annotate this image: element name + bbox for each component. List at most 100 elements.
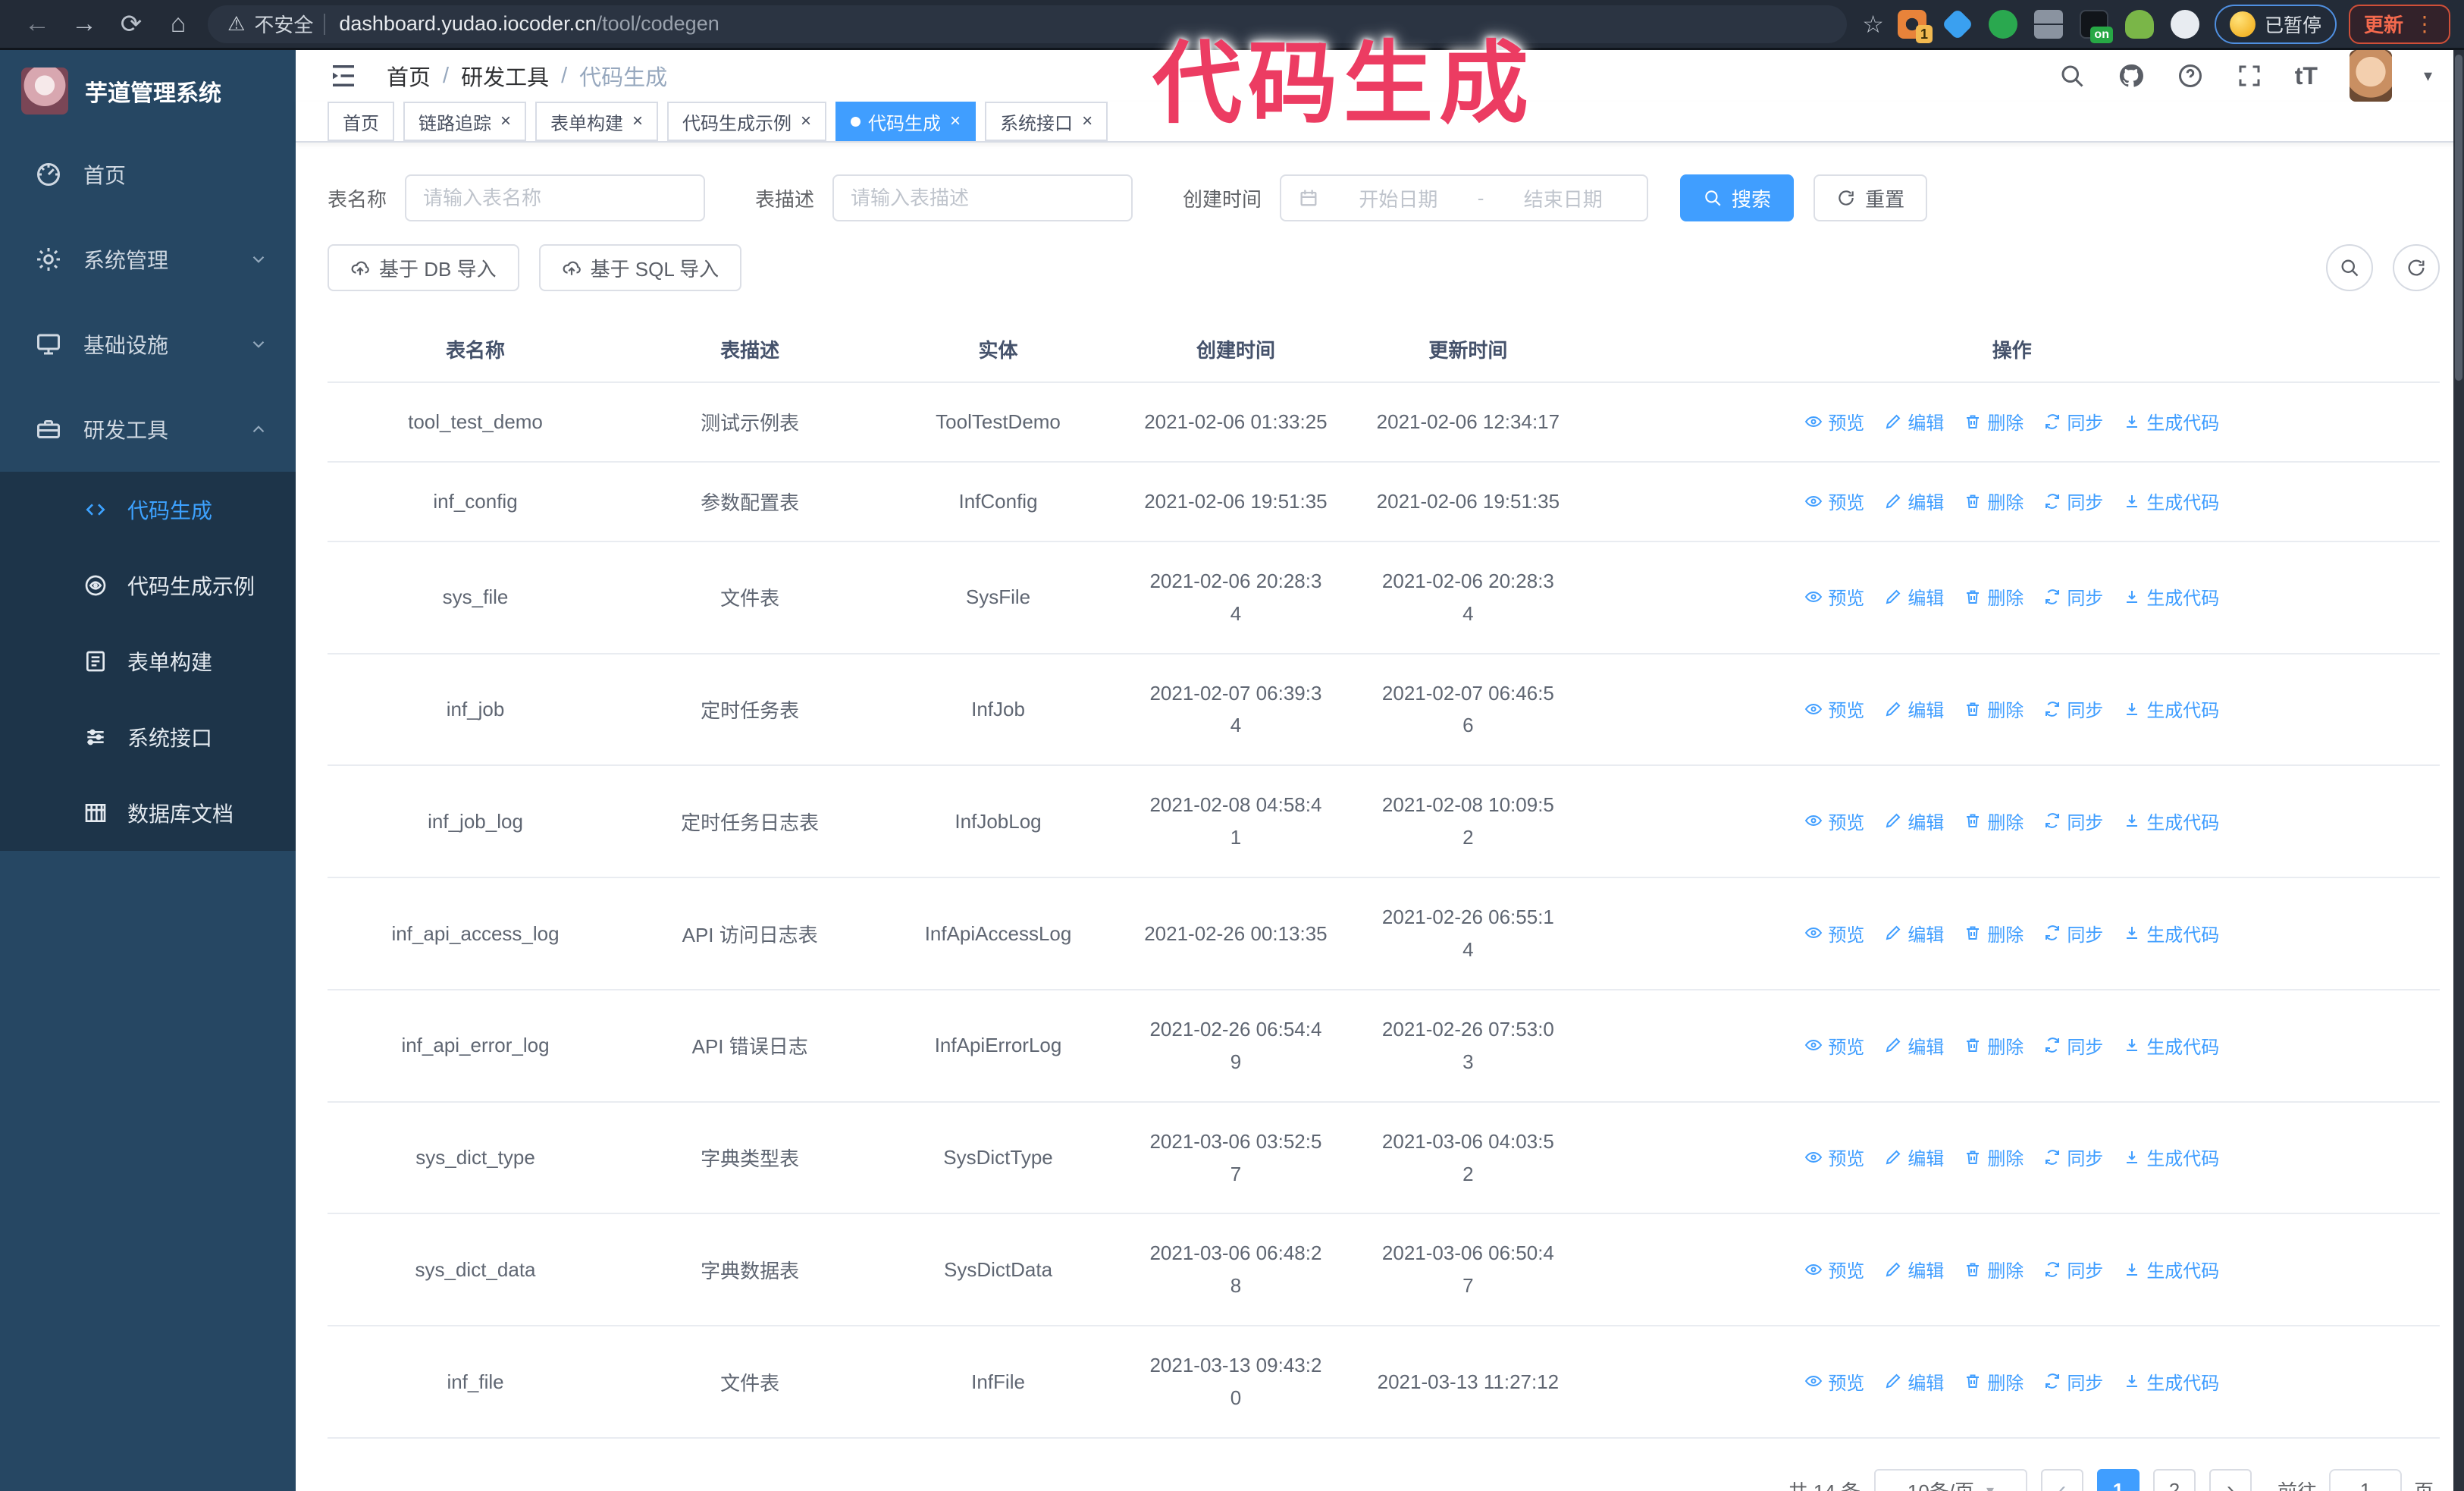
action-delete-link[interactable]: 删除 bbox=[1964, 695, 2024, 722]
next-page-button[interactable]: › bbox=[2209, 1469, 2252, 1491]
extension-icon[interactable] bbox=[2124, 9, 2154, 39]
date-range-picker[interactable]: 开始日期 - 结束日期 bbox=[1280, 174, 1649, 221]
action-generate-link[interactable]: 生成代码 bbox=[2123, 808, 2219, 834]
search-button[interactable]: 搜索 bbox=[1680, 174, 1795, 221]
action-preview-link[interactable]: 预览 bbox=[1804, 1032, 1864, 1059]
tags-view-tab[interactable]: 代码生成示例 × bbox=[667, 102, 827, 141]
fullscreen-icon[interactable] bbox=[2236, 62, 2263, 89]
action-delete-link[interactable]: 删除 bbox=[1964, 488, 2024, 514]
sidebar-item[interactable]: 系统管理 bbox=[0, 217, 296, 302]
tags-view-tab[interactable]: 表单构建 × bbox=[535, 102, 659, 141]
action-sync-link[interactable]: 同步 bbox=[2043, 808, 2103, 834]
action-generate-link[interactable]: 生成代码 bbox=[2123, 920, 2219, 946]
action-preview-link[interactable]: 预览 bbox=[1804, 1256, 1864, 1282]
search-icon[interactable] bbox=[2058, 62, 2086, 89]
action-delete-link[interactable]: 删除 bbox=[1964, 1144, 2024, 1170]
page-number-button[interactable]: 2 bbox=[2152, 1469, 2196, 1491]
action-sync-link[interactable]: 同步 bbox=[2043, 1368, 2103, 1395]
action-preview-link[interactable]: 预览 bbox=[1804, 1144, 1864, 1170]
sidebar-subitem[interactable]: 数据库文档 bbox=[0, 775, 296, 851]
action-delete-link[interactable]: 删除 bbox=[1964, 1256, 2024, 1282]
action-delete-link[interactable]: 删除 bbox=[1964, 583, 2024, 610]
font-size-icon[interactable]: tT bbox=[2294, 61, 2318, 89]
tags-view-tab-active[interactable]: 代码生成 × bbox=[835, 102, 977, 141]
breadcrumb-item[interactable]: 首页 bbox=[387, 66, 431, 90]
close-icon[interactable]: × bbox=[1082, 111, 1093, 131]
action-sync-link[interactable]: 同步 bbox=[2043, 920, 2103, 946]
import-sql-button[interactable]: 基于 SQL 导入 bbox=[538, 244, 742, 291]
page-size-select[interactable]: 10条/页 ▾ bbox=[1873, 1469, 2027, 1491]
bookmark-star-icon[interactable]: ☆ bbox=[1862, 10, 1884, 38]
toggle-search-button[interactable] bbox=[2326, 244, 2373, 291]
action-edit-link[interactable]: 编辑 bbox=[1884, 583, 1944, 610]
action-generate-link[interactable]: 生成代码 bbox=[2123, 488, 2219, 514]
sidebar-subitem[interactable]: 表单构建 bbox=[0, 623, 296, 699]
refresh-table-button[interactable] bbox=[2393, 244, 2440, 291]
close-icon[interactable]: × bbox=[500, 111, 512, 131]
sidebar-logo-row[interactable]: 芋道管理系统 bbox=[0, 50, 296, 132]
action-preview-link[interactable]: 预览 bbox=[1804, 1368, 1864, 1395]
forward-icon[interactable]: → bbox=[71, 9, 97, 38]
action-delete-link[interactable]: 删除 bbox=[1964, 1368, 2024, 1395]
action-edit-link[interactable]: 编辑 bbox=[1884, 1144, 1944, 1170]
tags-view-tab[interactable]: 系统接口 × bbox=[985, 102, 1108, 141]
action-generate-link[interactable]: 生成代码 bbox=[2123, 1032, 2219, 1059]
action-sync-link[interactable]: 同步 bbox=[2043, 1032, 2103, 1059]
extension-icon[interactable] bbox=[1988, 9, 2017, 39]
action-edit-link[interactable]: 编辑 bbox=[1884, 920, 1944, 946]
import-db-button[interactable]: 基于 DB 导入 bbox=[328, 244, 519, 291]
sidebar-item[interactable]: 首页 bbox=[0, 132, 296, 217]
user-avatar[interactable] bbox=[2349, 50, 2392, 102]
action-sync-link[interactable]: 同步 bbox=[2043, 488, 2103, 514]
action-edit-link[interactable]: 编辑 bbox=[1884, 408, 1944, 435]
tags-view-tab[interactable]: 链路追踪 × bbox=[403, 102, 527, 141]
action-delete-link[interactable]: 删除 bbox=[1964, 408, 2024, 435]
table-name-input[interactable] bbox=[405, 174, 706, 221]
action-edit-link[interactable]: 编辑 bbox=[1884, 695, 1944, 722]
sidebar-subitem-active[interactable]: 代码生成 bbox=[0, 472, 296, 548]
action-preview-link[interactable]: 预览 bbox=[1804, 488, 1864, 514]
action-edit-link[interactable]: 编辑 bbox=[1884, 1032, 1944, 1059]
goto-page-input[interactable] bbox=[2328, 1469, 2402, 1491]
action-sync-link[interactable]: 同步 bbox=[2043, 1144, 2103, 1170]
reset-button[interactable]: 重置 bbox=[1814, 174, 1928, 221]
reload-icon[interactable]: ⟳ bbox=[120, 9, 143, 39]
action-sync-link[interactable]: 同步 bbox=[2043, 1256, 2103, 1282]
sidebar-subitem[interactable]: 代码生成示例 bbox=[0, 548, 296, 623]
action-generate-link[interactable]: 生成代码 bbox=[2123, 695, 2219, 722]
home-icon[interactable]: ⌂ bbox=[170, 9, 187, 38]
action-sync-link[interactable]: 同步 bbox=[2043, 695, 2103, 722]
table-desc-input[interactable] bbox=[832, 174, 1133, 221]
action-edit-link[interactable]: 编辑 bbox=[1884, 1256, 1944, 1282]
action-sync-link[interactable]: 同步 bbox=[2043, 583, 2103, 610]
avatar-caret-down-icon[interactable]: ▾ bbox=[2423, 66, 2432, 85]
close-icon[interactable]: × bbox=[801, 111, 812, 131]
breadcrumb-item[interactable]: 研发工具 bbox=[461, 66, 550, 90]
action-sync-link[interactable]: 同步 bbox=[2043, 408, 2103, 435]
action-generate-link[interactable]: 生成代码 bbox=[2123, 1368, 2219, 1395]
back-icon[interactable]: ← bbox=[24, 9, 50, 38]
action-edit-link[interactable]: 编辑 bbox=[1884, 1368, 1944, 1395]
extension-icon[interactable] bbox=[1941, 8, 1974, 40]
tags-view-tab[interactable]: 首页 bbox=[328, 102, 394, 141]
sidebar-item[interactable]: 基础设施 bbox=[0, 302, 296, 387]
action-edit-link[interactable]: 编辑 bbox=[1884, 808, 1944, 834]
action-delete-link[interactable]: 删除 bbox=[1964, 1032, 2024, 1059]
action-generate-link[interactable]: 生成代码 bbox=[2123, 408, 2219, 435]
action-delete-link[interactable]: 删除 bbox=[1964, 808, 2024, 834]
scrollbar[interactable] bbox=[2453, 50, 2464, 1491]
action-edit-link[interactable]: 编辑 bbox=[1884, 488, 1944, 514]
browser-profile-chip[interactable]: 已暂停 bbox=[2214, 4, 2337, 44]
action-preview-link[interactable]: 预览 bbox=[1804, 808, 1864, 834]
action-delete-link[interactable]: 删除 bbox=[1964, 920, 2024, 946]
action-preview-link[interactable]: 预览 bbox=[1804, 408, 1864, 435]
action-preview-link[interactable]: 预览 bbox=[1804, 583, 1864, 610]
extension-puzzle-icon[interactable] bbox=[2170, 9, 2199, 39]
action-preview-link[interactable]: 预览 bbox=[1804, 695, 1864, 722]
page-number-button-active[interactable]: 1 bbox=[2096, 1469, 2140, 1491]
browser-menu-dots-icon[interactable]: ⋮ bbox=[2414, 12, 2435, 36]
extension-icon[interactable]: 1 bbox=[1897, 9, 1933, 43]
address-bar[interactable]: ⚠ 不安全 dashboard.yudao.iocoder.cn /tool/c… bbox=[208, 5, 1848, 43]
prev-page-button[interactable]: ‹ bbox=[2040, 1469, 2083, 1491]
hamburger-icon[interactable] bbox=[328, 60, 359, 92]
